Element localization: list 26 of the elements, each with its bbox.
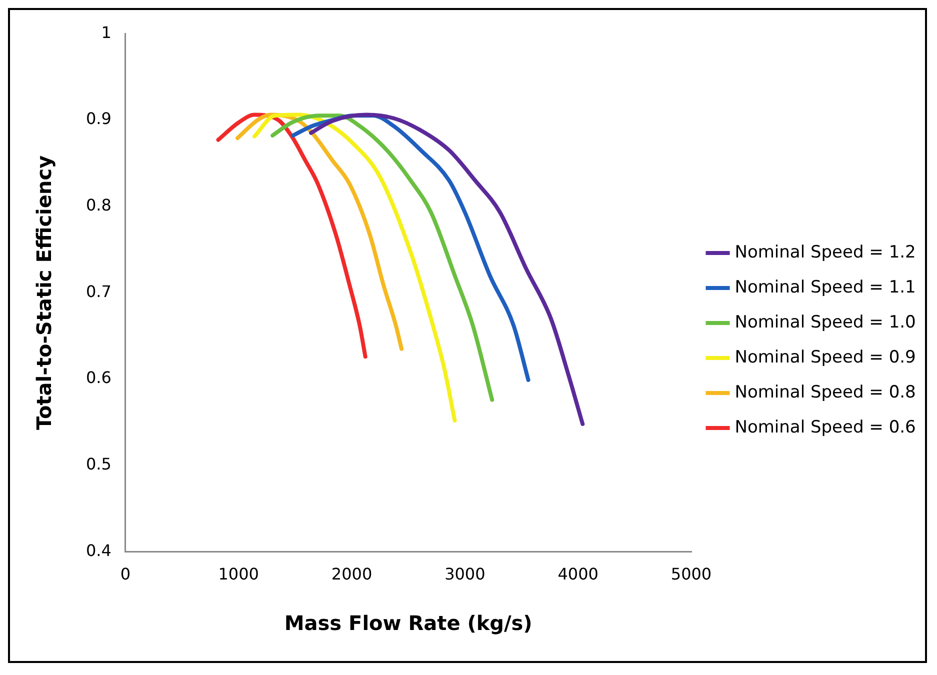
legend-label: Nominal Speed = 0.8 [734, 382, 916, 402]
y-axis-title: Total-to-Static Efficiency [32, 155, 56, 430]
x-tick-label: 1000 [218, 564, 259, 584]
legend-label: Nominal Speed = 1.1 [734, 277, 916, 298]
line-series [252, 112, 457, 423]
x-tick-label: 0 [120, 564, 131, 584]
y-tick-label: 0.4 [86, 540, 112, 560]
legend-label: Nominal Speed = 0.6 [734, 417, 916, 438]
y-tick-label: 0.8 [86, 195, 112, 214]
legend-label: Nominal Speed = 1.0 [734, 312, 916, 332]
y-tick-label: 0.5 [86, 454, 112, 474]
legend-label: Nominal Speed = 0.9 [734, 347, 916, 368]
line-series [235, 112, 404, 351]
line-series [270, 114, 494, 402]
x-tick-label: 2000 [331, 564, 372, 584]
x-axis-title: Mass Flow Rate (kg/s) [284, 611, 532, 636]
y-tick-label: 0.9 [86, 109, 112, 128]
line-series [309, 112, 585, 426]
y-tick-label: 0.7 [86, 282, 112, 301]
x-tick-label: 5000 [670, 564, 712, 584]
legend-label: Nominal Speed = 1.2 [734, 242, 916, 262]
x-tick-label: 4000 [558, 564, 598, 584]
x-tick-label: 3000 [444, 564, 486, 584]
y-tick-label: 1 [101, 22, 112, 42]
y-tick-label: 0.6 [86, 368, 112, 388]
line-series [216, 112, 368, 359]
